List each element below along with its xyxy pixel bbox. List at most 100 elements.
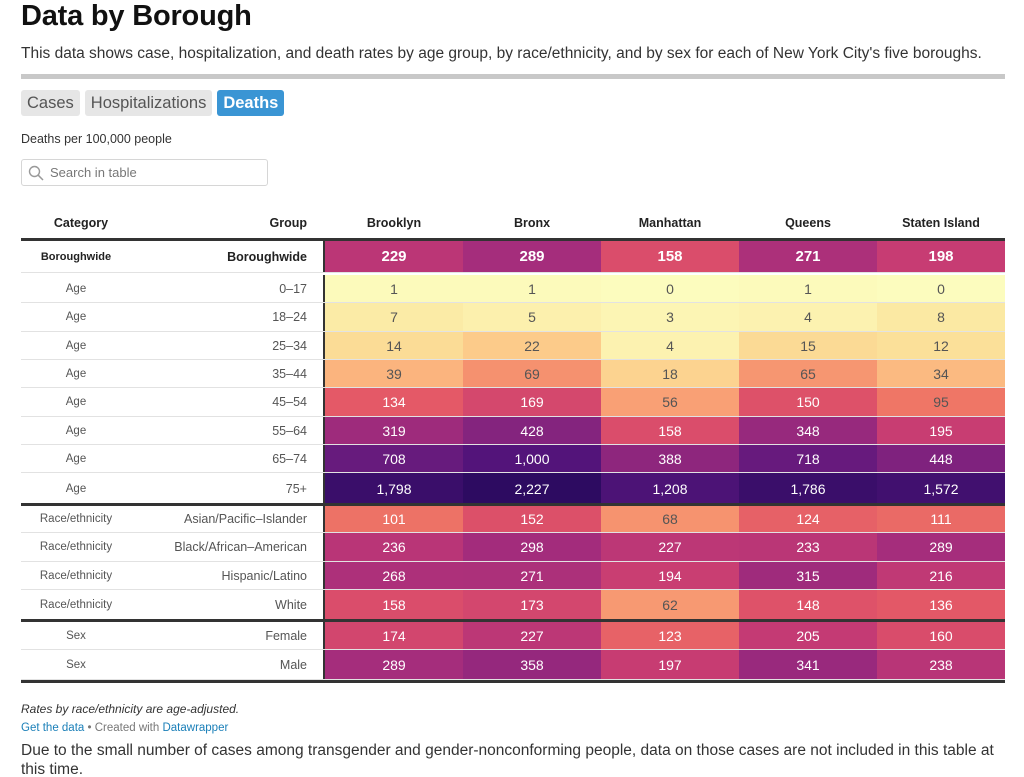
tab-deaths[interactable]: Deaths	[217, 90, 285, 116]
group-divider-line	[21, 619, 1005, 622]
cell-value: 158	[601, 241, 739, 272]
header-group[interactable]: Group	[269, 216, 308, 230]
page-title: Data by Borough	[21, 0, 252, 32]
cell-category: Sex	[66, 630, 86, 642]
cell-value: 289	[463, 241, 601, 272]
column-separator	[323, 650, 325, 679]
cell-value: 2,227	[463, 473, 601, 504]
header-category[interactable]: Category	[53, 216, 109, 230]
cell-value: 1,000	[463, 445, 601, 472]
cell-value: 158	[601, 417, 739, 444]
table-subtitle: Deaths per 100,000 people	[21, 132, 172, 146]
cell-value: 111	[877, 505, 1005, 532]
header-brooklyn[interactable]: Brooklyn	[366, 216, 422, 230]
column-separator	[323, 275, 325, 302]
search-icon	[28, 165, 44, 181]
cell-group: Black/African–American	[174, 540, 307, 554]
cell-value: 3	[601, 303, 739, 331]
cell-value: 195	[877, 417, 1005, 444]
cell-value: 1	[463, 275, 601, 302]
table-row: Age 55–64 319 428 158 348 195	[21, 417, 1005, 445]
cell-value: 12	[877, 332, 1005, 359]
table-row: Age 45–54 134 169 56 150 95	[21, 388, 1005, 417]
cell-value: 0	[877, 275, 1005, 302]
cell-category: Age	[65, 311, 87, 323]
column-separator	[323, 445, 325, 472]
tab-bar: Cases Hospitalizations Deaths	[21, 90, 285, 116]
cell-value: 708	[325, 445, 463, 472]
cell-value: 1,208	[601, 473, 739, 504]
tab-cases[interactable]: Cases	[21, 90, 80, 116]
cell-value: 148	[739, 590, 877, 619]
footnote: Due to the small number of cases among t…	[21, 742, 994, 777]
column-separator	[323, 622, 325, 649]
cell-category: Age	[65, 483, 87, 495]
cell-group: 18–24	[272, 310, 307, 324]
table-row: Race/ethnicity Hispanic/Latino 268 271 194 31…	[21, 562, 1005, 590]
column-separator	[323, 388, 325, 416]
cell-value: 271	[463, 562, 601, 589]
cell-value: 197	[601, 650, 739, 679]
cell-value: 448	[877, 445, 1005, 472]
table-row: Age 0–17 1 1 0 1 0	[21, 275, 1005, 303]
cell-value: 289	[325, 650, 463, 679]
tab-hospitalizations[interactable]: Hospitalizations	[84, 90, 213, 116]
header-staten-island[interactable]: Staten Island	[902, 216, 980, 230]
cell-value: 348	[739, 417, 877, 444]
cell-value: 268	[325, 562, 463, 589]
cell-value: 289	[877, 533, 1005, 561]
cell-group: 35–44	[272, 367, 307, 381]
column-separator	[323, 332, 325, 359]
cell-group: Hispanic/Latino	[221, 569, 307, 583]
column-separator	[323, 505, 325, 532]
cell-value: 216	[877, 562, 1005, 589]
column-separator	[323, 533, 325, 561]
cell-value: 22	[463, 332, 601, 359]
table-row: Age 18–24 7 5 3 4 8	[21, 303, 1005, 332]
table-row: Sex Female 174 227 123 205 160	[21, 622, 1005, 650]
cell-value: 236	[325, 533, 463, 561]
cell-value: 136	[877, 590, 1005, 619]
cell-value: 4	[601, 332, 739, 359]
header-manhattan[interactable]: Manhattan	[638, 216, 702, 230]
cell-value: 68	[601, 505, 739, 532]
cell-value: 1	[325, 275, 463, 302]
cell-value: 69	[463, 360, 601, 387]
cell-value: 315	[739, 562, 877, 589]
column-separator	[323, 417, 325, 444]
cell-value: 62	[601, 590, 739, 619]
cell-value: 227	[463, 622, 601, 649]
cell-value: 95	[877, 388, 1005, 416]
cell-value: 174	[325, 622, 463, 649]
column-separator	[323, 473, 325, 504]
header-bronx[interactable]: Bronx	[513, 216, 551, 230]
datawrapper-link[interactable]: Datawrapper	[162, 722, 229, 734]
cell-value: 229	[325, 241, 463, 272]
cell-value: 233	[739, 533, 877, 561]
get-data-link[interactable]: Get the data	[21, 722, 85, 734]
cell-category: Age	[65, 340, 87, 352]
cell-group: 45–54	[272, 395, 307, 409]
cell-value: 358	[463, 650, 601, 679]
cell-value: 124	[739, 505, 877, 532]
credit-text: • Created with	[84, 722, 163, 734]
cell-value: 34	[877, 360, 1005, 387]
cell-value: 152	[463, 505, 601, 532]
cell-value: 39	[325, 360, 463, 387]
table-row: Race/ethnicity Black/African–American 236 2…	[21, 533, 1005, 562]
header-queens[interactable]: Queens	[785, 216, 831, 230]
search-box[interactable]	[21, 159, 268, 186]
search-input[interactable]	[50, 165, 250, 180]
cell-category: Age	[65, 396, 87, 408]
cell-value: 0	[601, 275, 739, 302]
cell-group: Male	[279, 658, 307, 672]
cell-group: Female	[265, 629, 307, 643]
cell-category: Race/ethnicity	[39, 541, 113, 553]
cell-group: White	[275, 598, 307, 612]
cell-value: 65	[739, 360, 877, 387]
cell-value: 718	[739, 445, 877, 472]
page-description: This data shows case, hospitalization, a…	[21, 45, 982, 62]
cell-category: Race/ethnicity	[39, 513, 113, 525]
cell-group: 65–74	[272, 452, 307, 466]
cell-group: 25–34	[272, 339, 307, 353]
